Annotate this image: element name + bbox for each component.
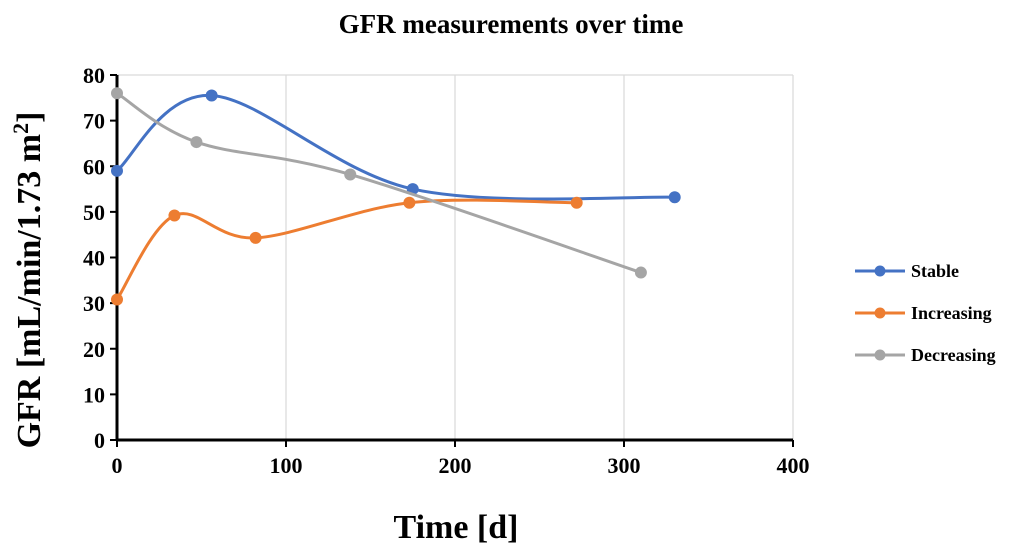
data-point-decreasing-2 <box>344 168 357 181</box>
legend-item-increasing: Increasing <box>855 303 992 323</box>
y-tick-label-70: 70 <box>83 109 105 134</box>
legend-label-stable: Stable <box>911 261 959 281</box>
series-line-increasing <box>115 198 579 301</box>
y-tick-label-40: 40 <box>83 246 105 271</box>
data-point-increasing-4 <box>570 196 583 209</box>
y-tick-label-10: 10 <box>83 382 105 407</box>
series-line-stable <box>115 94 677 201</box>
legend-swatch-marker-stable <box>874 265 886 277</box>
legend-label-increasing: Increasing <box>911 303 992 323</box>
legend-swatch-marker-decreasing <box>874 349 886 361</box>
y-tick-label-50: 50 <box>83 200 105 225</box>
data-point-stable-1 <box>205 89 218 102</box>
data-point-decreasing-3 <box>634 266 647 279</box>
y-axis-title: GFR [mL/min/1.73 m2] <box>8 112 48 449</box>
x-tick-label-100: 100 <box>270 453 303 478</box>
x-axis-title: Time [d] <box>394 509 519 546</box>
grid-lines <box>117 74 794 440</box>
data-point-decreasing-0 <box>111 87 123 100</box>
legend: Stable Increasing Decreasing <box>855 261 996 365</box>
legend-swatch-marker-increasing <box>874 307 886 319</box>
legend-item-stable: Stable <box>855 261 959 281</box>
data-point-stable-0 <box>111 164 123 177</box>
series-line-decreasing <box>115 91 643 275</box>
x-tick-label-200: 200 <box>439 453 472 478</box>
data-point-increasing-1 <box>168 209 181 222</box>
chart-title: GFR measurements over time <box>339 9 684 39</box>
y-tick-label-30: 30 <box>83 291 105 316</box>
series-increasing <box>111 196 583 306</box>
x-tick-label-400: 400 <box>777 453 810 478</box>
y-tick-label-20: 20 <box>83 337 105 362</box>
legend-item-decreasing: Decreasing <box>855 345 996 365</box>
data-point-increasing-0 <box>111 293 123 306</box>
data-point-stable-3 <box>668 191 681 204</box>
tick-labels: 0 10 20 30 40 50 60 70 80 0 100 200 300 400 <box>83 63 810 478</box>
y-tick-label-0: 0 <box>94 428 105 453</box>
axes <box>110 74 794 447</box>
data-point-decreasing-1 <box>190 136 203 149</box>
y-axis-title-main: GFR [mL/min/1.73 m <box>11 134 48 448</box>
y-axis-title-close: ] <box>11 112 48 123</box>
y-tick-label-60: 60 <box>83 154 105 179</box>
x-tick-label-0: 0 <box>112 453 123 478</box>
data-point-increasing-3 <box>403 196 416 209</box>
data-point-increasing-2 <box>249 231 262 244</box>
y-axis-title-superscript: 2 <box>8 123 33 134</box>
y-tick-label-80: 80 <box>83 63 105 88</box>
legend-label-decreasing: Decreasing <box>911 345 996 365</box>
series-decreasing <box>111 87 647 279</box>
series-group <box>111 87 681 306</box>
x-tick-label-300: 300 <box>608 453 641 478</box>
